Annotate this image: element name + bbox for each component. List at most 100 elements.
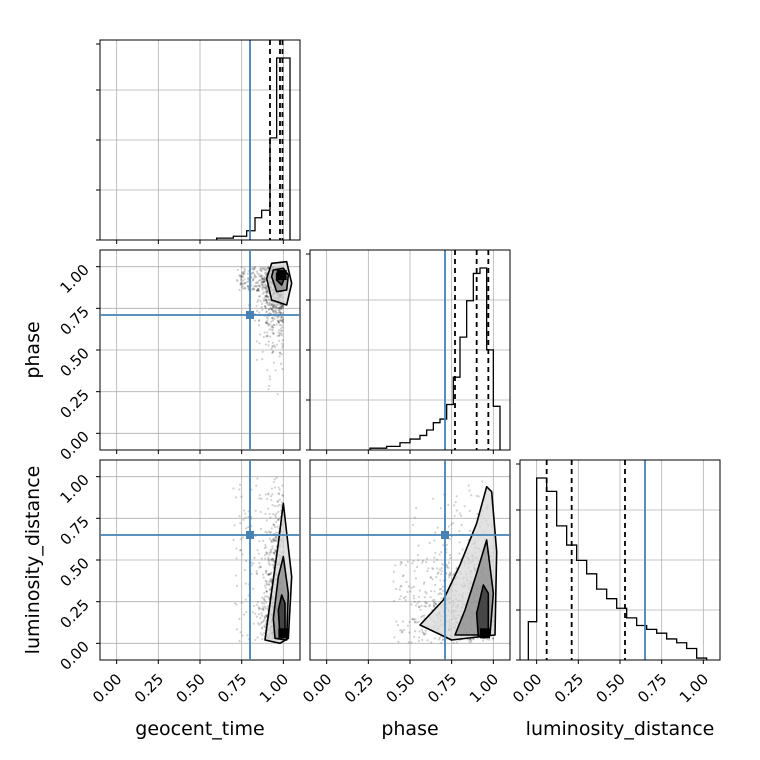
sample-point	[271, 503, 274, 507]
sample-point	[263, 554, 267, 557]
sample-point	[432, 568, 435, 571]
sample-point	[268, 384, 271, 387]
sample-point	[253, 268, 256, 271]
sample-point	[277, 518, 280, 521]
sample-point	[244, 512, 247, 515]
sample-point	[262, 298, 265, 301]
sample-point	[272, 537, 275, 540]
sample-point	[396, 624, 400, 627]
x-tick-label: 1.00	[466, 670, 502, 706]
sample-point	[275, 343, 279, 346]
sample-point	[256, 300, 259, 303]
sample-point	[402, 574, 405, 577]
sample-point	[392, 580, 395, 583]
sample-point	[232, 487, 235, 490]
sample-point	[256, 601, 260, 604]
sample-point	[260, 557, 263, 560]
sample-point	[433, 539, 436, 542]
sample-point	[448, 538, 451, 541]
sample-point	[251, 611, 254, 614]
sample-point	[260, 282, 263, 285]
sample-point	[488, 638, 491, 641]
sample-point	[274, 549, 277, 552]
sample-point	[255, 304, 258, 307]
sample-point	[269, 548, 272, 551]
sample-point	[263, 287, 266, 290]
sample-point	[279, 303, 282, 307]
sample-point	[432, 604, 435, 607]
sample-point	[428, 541, 431, 544]
sample-point	[243, 282, 246, 285]
sample-point	[267, 324, 270, 327]
sample-point	[265, 613, 268, 617]
x-tick-label: 0.75	[424, 670, 460, 706]
sample-point	[433, 637, 436, 640]
sample-point	[261, 267, 264, 270]
sample-point	[414, 604, 418, 607]
sample-point	[470, 640, 473, 643]
sample-point	[477, 495, 480, 498]
sample-point	[281, 318, 285, 321]
sample-point	[261, 277, 264, 280]
sample-point	[272, 311, 275, 314]
sample-point	[412, 585, 416, 589]
sample-point	[264, 607, 267, 610]
sample-point	[258, 540, 261, 543]
sample-point	[272, 559, 275, 562]
sample-point	[253, 284, 257, 287]
sample-point	[241, 275, 244, 278]
sample-point	[267, 583, 270, 586]
sample-point	[280, 315, 283, 319]
sample-point	[274, 305, 278, 309]
sample-point	[253, 274, 256, 277]
sample-point	[255, 358, 258, 361]
sample-point	[257, 288, 260, 291]
sample-point	[270, 303, 274, 306]
sample-point	[273, 317, 276, 321]
sample-point	[244, 559, 248, 562]
sample-point	[441, 585, 445, 588]
sample-point	[265, 580, 268, 583]
sample-point	[267, 562, 270, 565]
sample-point	[264, 298, 267, 302]
sample-point	[274, 514, 277, 517]
sample-point	[266, 583, 269, 586]
sample-point	[472, 638, 475, 641]
sample-point	[276, 525, 279, 528]
sample-point	[272, 557, 275, 561]
sample-point	[393, 636, 396, 639]
sample-point	[398, 598, 401, 601]
sample-point	[273, 301, 277, 304]
sample-point	[273, 304, 277, 307]
x-tick-label: 1.00	[676, 670, 712, 706]
sample-point	[268, 563, 272, 566]
sample-point	[271, 306, 274, 309]
sample-point	[235, 278, 238, 282]
sample-point	[441, 638, 444, 641]
hist-panel-geocent-time	[96, 39, 301, 244]
sample-point	[263, 268, 267, 272]
sample-point	[261, 638, 264, 641]
sample-point	[410, 641, 413, 644]
sample-point	[266, 331, 269, 334]
sample-point	[279, 311, 282, 314]
sample-point	[261, 633, 264, 637]
x-tick-label: 0.25	[131, 670, 167, 706]
sample-point	[242, 270, 245, 273]
sample-point	[441, 589, 445, 593]
sample-point	[267, 298, 270, 302]
sample-point	[257, 552, 260, 555]
sample-point	[252, 622, 255, 625]
sample-point	[265, 551, 268, 554]
sample-point	[258, 323, 261, 327]
sample-point	[251, 267, 254, 271]
sample-point	[261, 350, 264, 353]
sample-point	[278, 306, 281, 310]
sample-point	[264, 294, 267, 298]
sample-point	[274, 516, 278, 519]
sample-point	[447, 561, 450, 564]
sample-point	[400, 629, 403, 632]
sample-point	[427, 567, 430, 570]
sample-point	[262, 573, 265, 576]
histogram-step	[527, 477, 708, 660]
